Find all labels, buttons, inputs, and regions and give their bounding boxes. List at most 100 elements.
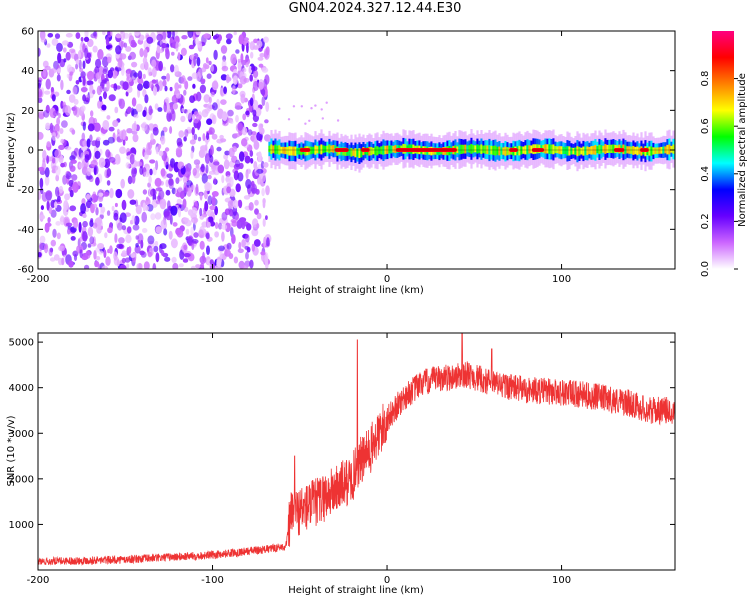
- noise-blob: [225, 33, 233, 40]
- noise-blob: [171, 256, 177, 263]
- band-core: [348, 148, 351, 156]
- noise-blob: [143, 261, 150, 269]
- noise-blob: [182, 198, 187, 209]
- noise-blob: [218, 245, 225, 252]
- noise-blob: [101, 83, 105, 89]
- noise-blob: [51, 94, 56, 102]
- noise-blob: [105, 149, 111, 158]
- noise-blob: [151, 67, 157, 78]
- noise-blob: [71, 174, 78, 181]
- noise-blob: [251, 131, 257, 136]
- noise-blob: [125, 91, 129, 97]
- band-core: [324, 145, 327, 153]
- noise-blob: [177, 207, 182, 218]
- noise-blob: [203, 33, 211, 39]
- noise-blob: [160, 135, 166, 145]
- y-tick-label: 5000: [9, 338, 34, 349]
- band-core: [346, 147, 349, 156]
- noise-blob: [119, 53, 127, 60]
- noise-blob: [178, 84, 182, 89]
- noise-blob: [196, 71, 201, 82]
- band-core: [570, 147, 573, 155]
- noise-blob: [168, 102, 174, 110]
- noise-blob: [196, 56, 201, 67]
- noise-blob: [116, 259, 120, 267]
- noise-blob: [119, 146, 126, 154]
- noise-blob: [133, 72, 139, 78]
- noise-blob: [81, 105, 86, 112]
- noise-blob: [56, 117, 60, 126]
- noise-blob: [50, 68, 57, 74]
- noise-blob: [69, 189, 74, 198]
- noise-blob: [204, 181, 211, 192]
- band-core: [638, 147, 641, 155]
- noise-blob: [154, 212, 162, 220]
- noise-blob: [175, 41, 179, 52]
- band-core: [318, 145, 321, 154]
- noise-blob: [158, 189, 165, 200]
- band-core: [666, 144, 669, 155]
- band-core: [330, 145, 333, 153]
- noise-blob: [253, 140, 260, 150]
- noise-blob: [50, 86, 55, 93]
- chart-title: GN04.2024.327.12.44.E30: [288, 1, 462, 16]
- noise-blob: [47, 33, 54, 38]
- noise-blob: [241, 239, 247, 248]
- spectrogram-x-ticks: -200 -100 0 100: [27, 31, 571, 285]
- band-core: [492, 145, 495, 156]
- noise-blob: [191, 242, 195, 251]
- noise-blob: [130, 163, 135, 169]
- noise-blob: [107, 69, 114, 79]
- noise-blob: [237, 83, 243, 89]
- noise-blob: [258, 172, 266, 183]
- noise-blob: [263, 36, 269, 43]
- noise-blob: [107, 31, 111, 36]
- noise-blob: [84, 31, 89, 39]
- x-tick-label: -200: [27, 274, 50, 285]
- noise-blob: [247, 169, 251, 174]
- noise-blob: [52, 110, 59, 117]
- noise-blob: [165, 97, 170, 104]
- noise-blob: [242, 67, 247, 73]
- band-core: [380, 146, 383, 155]
- noise-blob: [68, 260, 74, 268]
- band-core: [268, 145, 271, 153]
- noise-blob: [86, 193, 91, 200]
- colorbar-gradient: [712, 31, 734, 269]
- noise-blob: [38, 79, 42, 87]
- noise-blob: [233, 256, 239, 264]
- noise-blob: [238, 34, 244, 45]
- noise-blob: [164, 85, 168, 92]
- noise-blob: [172, 222, 178, 227]
- noise-blob: [264, 255, 269, 266]
- noise-blob: [81, 255, 89, 261]
- noise-blob: [208, 170, 216, 175]
- noise-blob: [143, 171, 151, 178]
- noise-blob: [106, 168, 112, 177]
- noise-blob: [93, 122, 101, 132]
- noise-blob: [147, 67, 152, 77]
- noise-blob: [105, 36, 110, 47]
- band-core: [634, 146, 637, 155]
- band-core: [550, 144, 553, 154]
- noise-blob: [154, 240, 159, 247]
- noise-blob: [142, 202, 146, 212]
- band-core: [376, 146, 379, 156]
- noise-blob: [260, 160, 265, 170]
- noise-blob: [116, 243, 124, 249]
- noise-blob: [107, 227, 113, 234]
- noise-blob: [131, 130, 138, 135]
- band-core: [648, 146, 651, 156]
- noise-blob: [134, 167, 138, 175]
- noise-blob: [102, 68, 108, 75]
- noise-blob: [49, 122, 54, 134]
- stray-dot: [287, 118, 291, 121]
- noise-blob: [54, 33, 61, 39]
- band-core: [270, 144, 273, 154]
- band-core: [504, 146, 507, 156]
- noise-blob: [92, 89, 96, 95]
- noise-blob: [213, 49, 218, 61]
- noise-blob: [94, 66, 100, 74]
- noise-blob: [181, 35, 188, 40]
